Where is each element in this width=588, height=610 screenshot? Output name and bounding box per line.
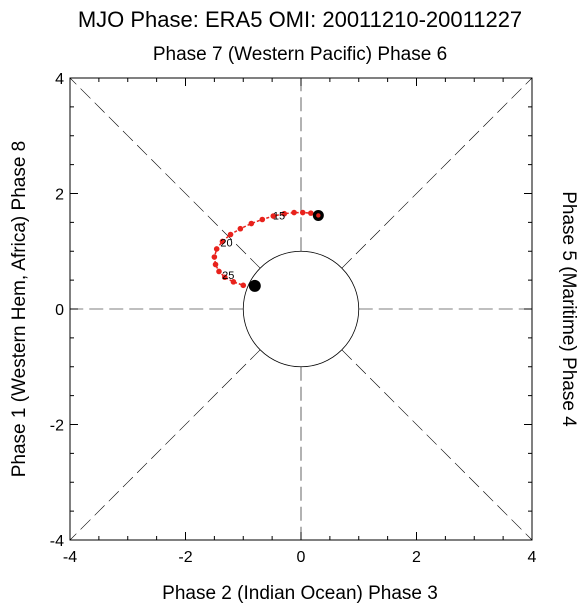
track-point [230,279,237,285]
y-tick-label: -4 [50,533,64,550]
track-point [240,282,247,289]
axis-ticks: -4 -2 0 2 4 -4 -2 0 2 4 [50,71,537,566]
mjo-track [211,209,322,289]
start-marker-center [316,213,321,218]
track-point [270,213,277,219]
y-tick-label: -2 [50,418,64,435]
bottom-axis-label: Phase 2 (Indian Ocean) Phase 3 [162,583,438,604]
phase-guides [69,77,533,541]
day-label: 15 [273,210,285,222]
track-point [259,216,266,223]
x-tick-label: 0 [297,549,306,566]
track-point [291,209,297,216]
track-point [308,210,314,216]
phase-guide-line [341,349,533,541]
y-tick-label: 0 [55,302,64,319]
phase-guide-line [69,349,261,541]
track-point [219,238,226,245]
day-label: 20 [220,238,232,250]
x-tick-label: -2 [178,549,192,566]
track-point [237,225,244,232]
track-point [248,220,255,227]
track-point [216,268,222,275]
x-tick-label: 4 [528,549,537,566]
track-point [212,261,219,268]
track-point [281,210,288,217]
left-axis-label: Phase 1 (Western Hem, Africa) Phase 8 [9,141,30,478]
unit-circle [242,250,360,368]
y-tick-label: 2 [55,187,64,204]
y-tick-label: 4 [55,71,64,88]
x-tick-label: 2 [412,549,421,566]
track-point [299,209,306,216]
phase-guide-line [341,77,533,269]
top-axis-label: Phase 7 (Western Pacific) Phase 6 [153,44,447,65]
track-markers [248,209,324,292]
track-point [213,246,220,252]
plot-area: -4 -2 0 2 4 -4 -2 0 2 4 15 20 25 [50,71,537,566]
x-tick-label: -4 [63,549,77,566]
chart-title: MJO Phase: ERA5 OMI: 20011210-20011227 [78,7,522,32]
track-point [211,254,218,260]
track-point [221,274,228,281]
day-labels: 15 20 25 [220,210,285,281]
end-marker [248,279,261,292]
track-point [227,231,234,238]
right-axis-label: Phase 5 (Maritime) Phase 4 [558,191,579,427]
day-label: 25 [222,270,234,282]
